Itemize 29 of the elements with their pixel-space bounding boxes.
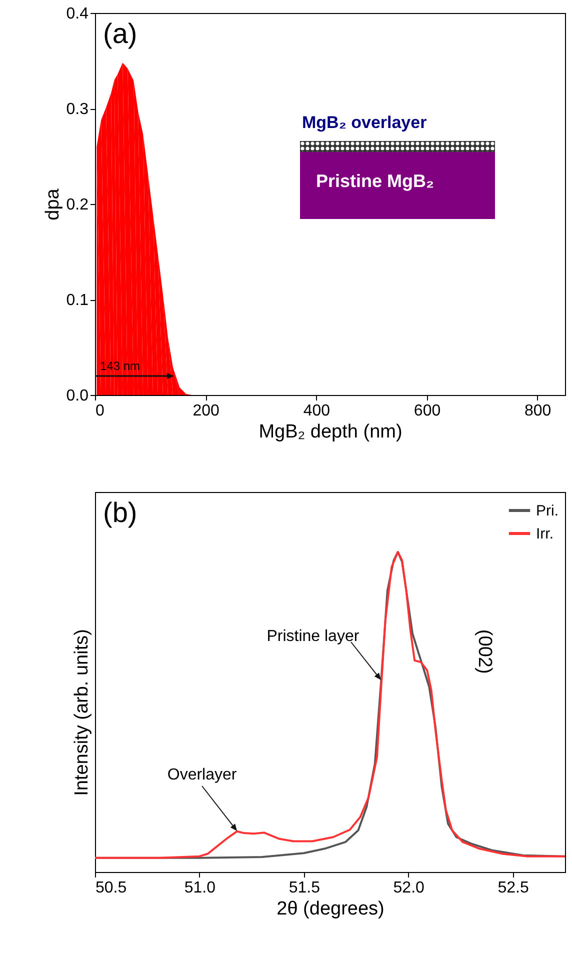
y-tick-label: 0.2 (66, 196, 89, 214)
x-tick-label: 400 (303, 402, 330, 420)
y-axis-title: dpa (42, 188, 64, 220)
x-tick-label: 800 (524, 402, 552, 420)
annotation: 143 nm (100, 358, 140, 373)
x-tick-label: 0 (96, 402, 104, 420)
annotation: Pristine layer (266, 628, 360, 645)
x-tick-label: 52.5 (498, 880, 529, 896)
legend-label: Pri. (536, 502, 558, 520)
x-tick-label: 51.0 (184, 880, 216, 896)
x-tick-label: 52.0 (393, 880, 425, 896)
x-axis-title: 2θ (degrees) (276, 898, 384, 920)
annotation: MgB₂ overlayer (302, 113, 427, 133)
x-tick-label: 50.5 (96, 880, 127, 896)
annotation: Pristine MgB₂ (316, 171, 434, 192)
x-axis-title: MgB₂ depth (nm) (258, 422, 402, 442)
x-tick-label: 51.5 (288, 880, 320, 896)
y-axis-title: Intensity (arb. units) (72, 629, 92, 796)
y-tick-label: 0.0 (66, 388, 89, 404)
y-tick-label: 0.4 (66, 6, 89, 22)
annotation: Overlayer (167, 766, 238, 784)
x-tick-label: 200 (192, 402, 220, 420)
legend-label: Irr. (536, 526, 554, 542)
chart-title: (a) (103, 18, 138, 49)
y-tick-label: 0.1 (66, 292, 89, 309)
chart-title: (b) (103, 497, 138, 528)
annotation: (002) (474, 629, 495, 674)
x-tick-label: 600 (414, 402, 441, 420)
y-tick-label: 0.3 (66, 101, 89, 118)
